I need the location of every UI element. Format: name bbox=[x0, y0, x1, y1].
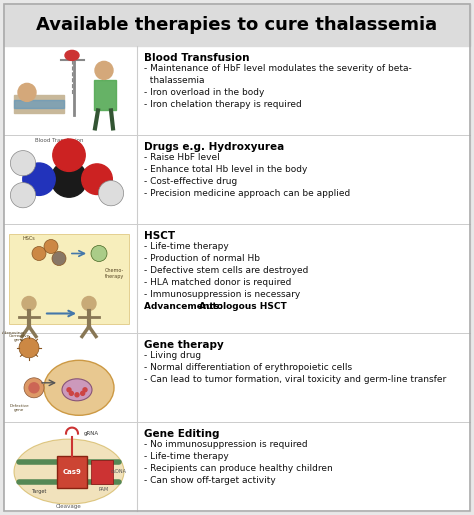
Text: Blood Transfusion: Blood Transfusion bbox=[144, 53, 249, 63]
Text: - Cost-effective drug: - Cost-effective drug bbox=[144, 177, 237, 186]
Text: Gene therapy: Gene therapy bbox=[144, 340, 224, 350]
Text: - HLA matched donor is required: - HLA matched donor is required bbox=[144, 278, 292, 287]
Text: Autologous HSCT: Autologous HSCT bbox=[199, 302, 286, 311]
Text: Cleavage: Cleavage bbox=[56, 504, 82, 509]
Ellipse shape bbox=[62, 379, 92, 401]
Ellipse shape bbox=[44, 360, 114, 415]
Bar bbox=[57, 456, 87, 488]
Text: - Can show off-target activity: - Can show off-target activity bbox=[144, 476, 276, 485]
Text: HSCs: HSCs bbox=[23, 236, 36, 241]
Text: - Immunosuppression is necessary: - Immunosuppression is necessary bbox=[144, 289, 300, 299]
Text: Blood Transfusion: Blood Transfusion bbox=[35, 139, 83, 143]
Circle shape bbox=[81, 391, 85, 396]
Text: Defective
gene: Defective gene bbox=[9, 403, 29, 412]
Bar bbox=[4, 4, 470, 46]
Text: - Production of normal Hb: - Production of normal Hb bbox=[144, 253, 260, 263]
Circle shape bbox=[75, 393, 79, 397]
Circle shape bbox=[44, 239, 58, 253]
Text: - Defective stem cells are destroyed: - Defective stem cells are destroyed bbox=[144, 266, 309, 274]
Text: - Enhance total Hb level in the body: - Enhance total Hb level in the body bbox=[144, 165, 307, 174]
Circle shape bbox=[51, 161, 87, 197]
Text: Chemo-
therapy: Chemo- therapy bbox=[104, 268, 124, 279]
Circle shape bbox=[24, 378, 44, 398]
Circle shape bbox=[99, 181, 124, 206]
Text: - No immunosuppression is required: - No immunosuppression is required bbox=[144, 440, 308, 449]
Text: Gene Editing: Gene Editing bbox=[144, 429, 219, 439]
Text: - Iron chelation therapy is required: - Iron chelation therapy is required bbox=[144, 100, 302, 109]
Circle shape bbox=[19, 338, 39, 358]
Circle shape bbox=[32, 247, 46, 261]
Text: csDNA: csDNA bbox=[111, 469, 127, 474]
Ellipse shape bbox=[65, 50, 79, 60]
Circle shape bbox=[10, 183, 36, 208]
Text: - Recipients can produce healthy children: - Recipients can produce healthy childre… bbox=[144, 464, 333, 473]
Circle shape bbox=[82, 297, 96, 311]
Circle shape bbox=[91, 246, 107, 262]
Text: HSCT: HSCT bbox=[144, 231, 175, 241]
Text: - Raise HbF level: - Raise HbF level bbox=[144, 153, 220, 162]
Circle shape bbox=[83, 388, 87, 392]
Text: PAM: PAM bbox=[99, 487, 109, 492]
Circle shape bbox=[82, 164, 112, 195]
Text: gRNA: gRNA bbox=[84, 431, 99, 436]
Circle shape bbox=[18, 83, 36, 101]
Text: Advancements:: Advancements: bbox=[144, 302, 226, 311]
Text: - Iron overload in the body: - Iron overload in the body bbox=[144, 88, 264, 97]
Text: - Life-time therapy: - Life-time therapy bbox=[144, 452, 229, 461]
Ellipse shape bbox=[14, 439, 124, 504]
Text: Target: Target bbox=[31, 489, 46, 493]
Text: Drugs e.g. Hydroxyurea: Drugs e.g. Hydroxyurea bbox=[144, 142, 284, 152]
Text: - Normal differentiation of erythropoietic cells: - Normal differentiation of erythropoiet… bbox=[144, 364, 352, 372]
Bar bbox=[14, 100, 64, 108]
Circle shape bbox=[67, 388, 71, 392]
Circle shape bbox=[95, 61, 113, 79]
Text: - Can lead to tumor formation, viral toxicity and germ-line transfer: - Can lead to tumor formation, viral tox… bbox=[144, 375, 446, 384]
Text: Cas9: Cas9 bbox=[63, 469, 82, 475]
Text: - Living drug: - Living drug bbox=[144, 351, 201, 360]
Circle shape bbox=[69, 391, 73, 396]
Text: Corrective
gene: Corrective gene bbox=[9, 334, 29, 342]
Bar bbox=[94, 80, 116, 110]
Text: - Maintenance of HbF level modulates the severity of beta-: - Maintenance of HbF level modulates the… bbox=[144, 64, 412, 73]
Circle shape bbox=[22, 297, 36, 311]
Bar bbox=[91, 459, 113, 484]
Circle shape bbox=[23, 163, 55, 195]
Text: thalassemia: thalassemia bbox=[144, 76, 204, 85]
Text: - Precision medicine approach can be applied: - Precision medicine approach can be app… bbox=[144, 189, 350, 198]
Circle shape bbox=[52, 251, 66, 266]
Circle shape bbox=[10, 150, 36, 176]
Text: - Life-time therapy: - Life-time therapy bbox=[144, 242, 229, 251]
Bar bbox=[9, 233, 129, 323]
Text: Adenovirus: Adenovirus bbox=[2, 331, 26, 335]
Bar bbox=[14, 95, 64, 113]
FancyBboxPatch shape bbox=[4, 4, 470, 511]
Circle shape bbox=[29, 383, 39, 393]
Circle shape bbox=[53, 139, 85, 171]
Text: Available therapies to cure thalassemia: Available therapies to cure thalassemia bbox=[36, 16, 438, 34]
